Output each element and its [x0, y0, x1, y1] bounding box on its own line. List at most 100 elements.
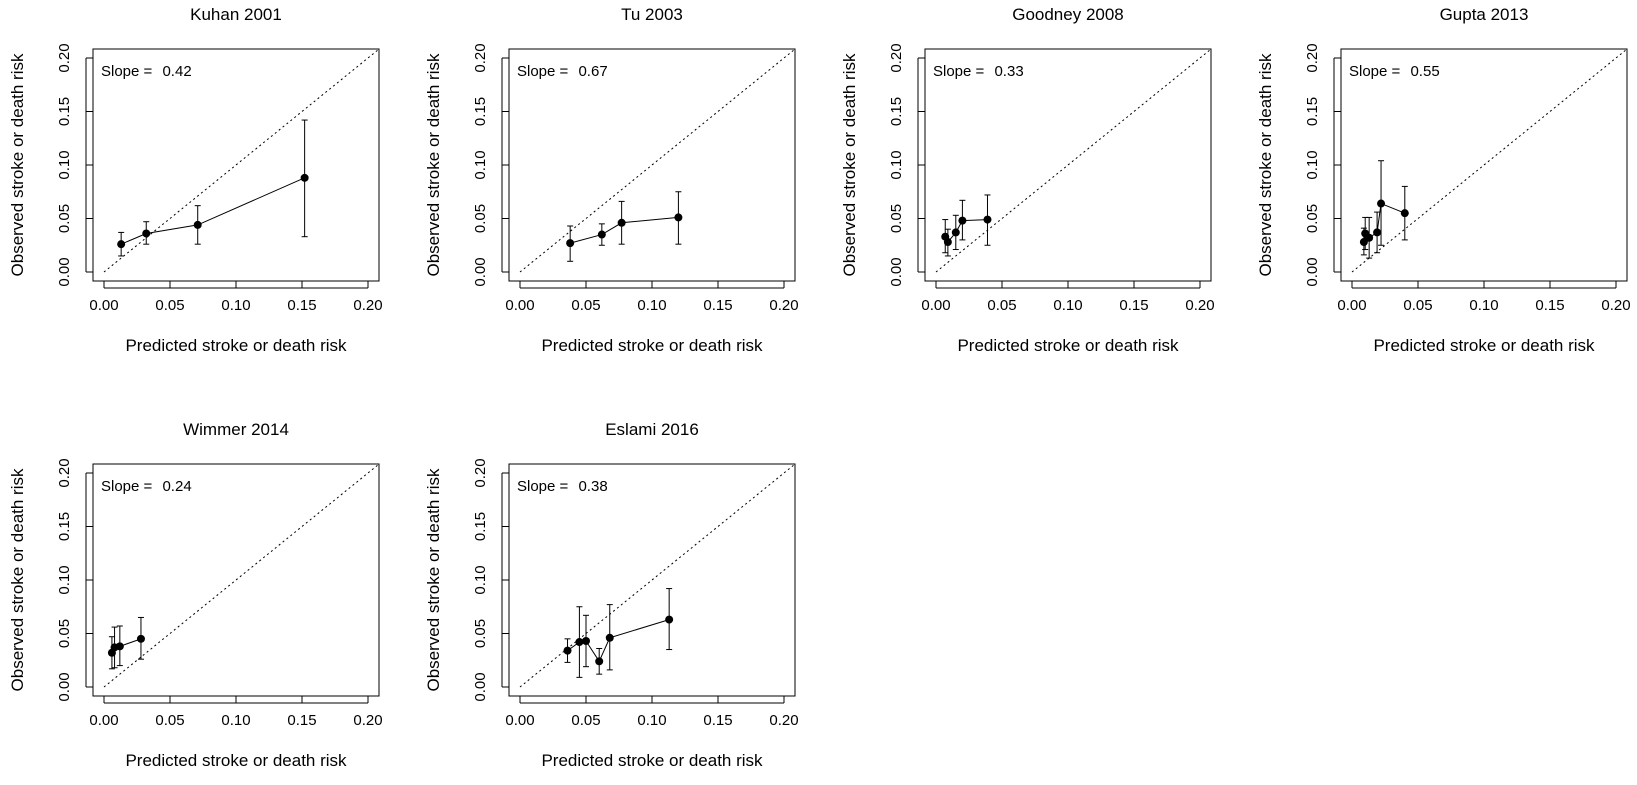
identity-reference-line — [935, 48, 1212, 273]
slope-annotation: Slope = 0.55 — [1349, 63, 1440, 80]
y-tick-label: 0.20 — [56, 43, 73, 72]
y-tick-label: 0.00 — [56, 672, 73, 701]
x-tick-label: 0.15 — [1535, 297, 1564, 314]
y-tick-label: 0.20 — [472, 43, 489, 72]
data-point — [597, 230, 606, 239]
x-tick-label: 0.15 — [703, 297, 732, 314]
slope-annotation: Slope = 0.38 — [517, 478, 608, 495]
data-point — [617, 218, 626, 227]
y-tick-label: 0.20 — [56, 458, 73, 487]
data-point — [142, 229, 151, 238]
slope-value: 0.38 — [578, 478, 607, 495]
x-tick-label: 0.15 — [703, 712, 732, 729]
x-tick-label: 0.15 — [287, 712, 316, 729]
y-tick-label: 0.15 — [472, 512, 489, 541]
data-point — [595, 657, 604, 666]
data-point — [582, 636, 590, 645]
slope-label: Slope = — [933, 63, 988, 80]
slope-annotation: Slope = 0.33 — [933, 63, 1024, 80]
slope-value: 0.67 — [578, 63, 607, 80]
y-tick-label: 0.10 — [56, 565, 73, 594]
x-tick-label: 0.10 — [221, 712, 250, 729]
y-axis-title: Observed stroke or death risk — [8, 53, 27, 276]
y-tick-label: 0.15 — [56, 97, 73, 126]
x-tick-label: 0.05 — [1403, 297, 1432, 314]
x-tick-label: 0.10 — [637, 297, 666, 314]
data-point — [951, 228, 960, 237]
x-axis-title: Predicted stroke or death risk — [125, 751, 347, 770]
y-tick-label: 0.20 — [888, 43, 905, 72]
data-point — [983, 215, 992, 224]
calibration-panel: Kuhan 2001 0.00 0.05 0.10 0.15 0.20 0.00 0.05 0.… — [8, 5, 383, 355]
y-tick-label: 0.05 — [56, 619, 73, 648]
slope-annotation: Slope = 0.42 — [101, 63, 192, 80]
panel-title: Wimmer 2014 — [183, 420, 289, 439]
x-axis-title: Predicted stroke or death risk — [541, 751, 763, 770]
data-point — [958, 216, 967, 225]
x-tick-label: 0.05 — [571, 712, 600, 729]
data-point — [1373, 228, 1382, 237]
slope-label: Slope = — [517, 63, 572, 80]
identity-reference-line — [519, 463, 796, 688]
y-tick-label: 0.15 — [56, 512, 73, 541]
y-tick-label: 0.05 — [472, 204, 489, 233]
x-tick-label: 0.00 — [1337, 297, 1366, 314]
data-point — [136, 634, 145, 643]
y-axis-title: Observed stroke or death risk — [1256, 53, 1275, 276]
slope-label: Slope = — [101, 478, 156, 495]
panel-title: Goodney 2008 — [1012, 5, 1124, 24]
x-tick-label: 0.20 — [1601, 297, 1630, 314]
series-line — [944, 219, 988, 243]
data-point — [605, 633, 614, 642]
data-point — [1400, 209, 1409, 218]
x-tick-label: 0.20 — [353, 297, 382, 314]
data-point — [1377, 199, 1386, 208]
panel-title: Kuhan 2001 — [190, 5, 282, 24]
y-tick-label: 0.05 — [1304, 204, 1321, 233]
x-tick-label: 0.10 — [221, 297, 250, 314]
y-tick-label: 0.00 — [472, 257, 489, 286]
y-tick-label: 0.10 — [1304, 150, 1321, 179]
calibration-panel: Tu 2003 0.00 0.05 0.10 0.15 0.20 0.00 0.05 0.10 0… — [424, 5, 799, 355]
slope-value: 0.42 — [162, 63, 191, 80]
x-tick-label: 0.20 — [769, 297, 798, 314]
slope-annotation: Slope = 0.67 — [517, 63, 608, 80]
y-tick-label: 0.00 — [1304, 257, 1321, 286]
calibration-panel: Wimmer 2014 0.00 0.05 0.10 0.15 0.20 0.00 0.05 0… — [8, 420, 383, 770]
y-tick-label: 0.10 — [472, 150, 489, 179]
data-point — [117, 240, 126, 249]
x-tick-label: 0.10 — [1469, 297, 1498, 314]
y-tick-label: 0.10 — [56, 150, 73, 179]
x-axis-title: Predicted stroke or death risk — [125, 336, 347, 355]
y-axis-title: Observed stroke or death risk — [840, 53, 859, 276]
slope-label: Slope = — [1349, 63, 1404, 80]
x-tick-label: 0.00 — [89, 712, 118, 729]
x-tick-label: 0.05 — [987, 297, 1016, 314]
x-tick-label: 0.05 — [571, 297, 600, 314]
y-tick-label: 0.15 — [1304, 97, 1321, 126]
x-tick-label: 0.10 — [637, 712, 666, 729]
panel-title: Tu 2003 — [621, 5, 683, 24]
y-axis-title: Observed stroke or death risk — [424, 53, 443, 276]
slope-value: 0.24 — [162, 478, 191, 495]
y-tick-label: 0.05 — [888, 204, 905, 233]
y-tick-label: 0.10 — [472, 565, 489, 594]
x-tick-label: 0.20 — [353, 712, 382, 729]
identity-reference-line — [1351, 48, 1628, 273]
x-axis-title: Predicted stroke or death risk — [957, 336, 1179, 355]
y-tick-label: 0.05 — [472, 619, 489, 648]
x-axis-title: Predicted stroke or death risk — [541, 336, 763, 355]
y-tick-label: 0.15 — [472, 97, 489, 126]
data-point — [943, 238, 952, 247]
slope-value: 0.55 — [1410, 63, 1439, 80]
identity-reference-line — [519, 48, 796, 273]
data-point — [665, 615, 674, 624]
data-point — [1365, 233, 1374, 242]
slope-annotation: Slope = 0.24 — [101, 478, 192, 495]
x-tick-label: 0.20 — [1185, 297, 1214, 314]
panel-title: Gupta 2013 — [1440, 5, 1529, 24]
y-tick-label: 0.20 — [472, 458, 489, 487]
y-tick-label: 0.20 — [1304, 43, 1321, 72]
y-tick-label: 0.05 — [56, 204, 73, 233]
